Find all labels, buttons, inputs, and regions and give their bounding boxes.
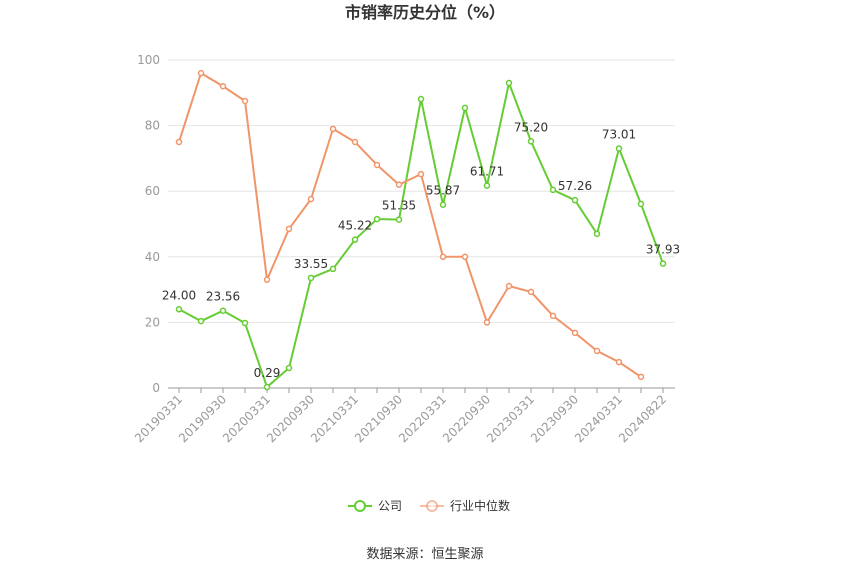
data-label: 37.93 bbox=[646, 243, 680, 257]
point bbox=[417, 95, 425, 103]
point bbox=[241, 319, 249, 327]
data-label: 75.20 bbox=[514, 120, 548, 134]
point bbox=[197, 317, 205, 325]
point bbox=[527, 138, 535, 145]
point bbox=[659, 260, 667, 267]
point bbox=[505, 79, 513, 87]
legend-marker bbox=[426, 500, 439, 512]
legend-item[interactable]: 公司 bbox=[348, 499, 402, 513]
data-label: 33.55 bbox=[294, 257, 328, 271]
point bbox=[637, 373, 645, 381]
y-tick-label: 20 bbox=[145, 315, 160, 329]
point bbox=[593, 230, 601, 238]
data-label: 55.87 bbox=[426, 184, 460, 198]
point bbox=[571, 329, 579, 337]
y-tick-label: 0 bbox=[152, 381, 160, 395]
point bbox=[373, 161, 381, 169]
x-tick-label: 20240822 bbox=[616, 392, 669, 445]
point bbox=[483, 319, 491, 326]
y-tick-label: 40 bbox=[145, 250, 160, 264]
y-tick-label: 60 bbox=[145, 184, 160, 198]
point bbox=[175, 138, 183, 146]
point bbox=[197, 69, 205, 77]
legend-item[interactable]: 行业中位数 bbox=[420, 498, 510, 513]
legend-label: 公司 bbox=[378, 499, 402, 513]
point bbox=[615, 358, 623, 366]
data-label: 73.01 bbox=[602, 128, 636, 142]
point bbox=[549, 186, 557, 194]
point bbox=[351, 138, 359, 146]
point bbox=[637, 200, 645, 208]
point bbox=[461, 253, 469, 261]
point bbox=[571, 196, 579, 204]
point bbox=[527, 288, 535, 296]
data-label: 61.71 bbox=[470, 165, 504, 179]
data-label: 0.29 bbox=[254, 366, 281, 380]
point bbox=[219, 307, 227, 314]
point bbox=[351, 236, 359, 243]
point bbox=[329, 265, 337, 273]
point bbox=[373, 215, 381, 223]
point bbox=[395, 216, 403, 223]
point bbox=[241, 97, 249, 105]
point bbox=[175, 306, 183, 313]
data-label: 45.22 bbox=[338, 219, 372, 233]
point bbox=[593, 347, 601, 355]
data-label: 57.26 bbox=[558, 179, 592, 193]
point bbox=[263, 383, 271, 391]
data-label: 23.56 bbox=[206, 290, 240, 304]
point bbox=[549, 312, 557, 320]
point bbox=[395, 181, 403, 188]
legend-label: 行业中位数 bbox=[450, 498, 510, 513]
point bbox=[505, 282, 513, 290]
chart-title: 市销率历史分位（%） bbox=[345, 3, 505, 22]
y-tick-label: 80 bbox=[145, 119, 160, 133]
source: 数据来源：恒生聚源 bbox=[366, 547, 483, 562]
point bbox=[417, 170, 425, 178]
point bbox=[263, 276, 271, 284]
point bbox=[439, 201, 447, 208]
point bbox=[439, 253, 447, 261]
point bbox=[219, 82, 227, 90]
point bbox=[329, 125, 337, 133]
data-label: 24.00 bbox=[162, 288, 196, 302]
data-label: 51.35 bbox=[382, 199, 416, 213]
point bbox=[307, 195, 315, 203]
point bbox=[307, 274, 315, 282]
series-line bbox=[178, 79, 664, 389]
legend-marker bbox=[354, 500, 366, 512]
point bbox=[285, 225, 293, 233]
series-line bbox=[178, 71, 642, 378]
y-tick-label: 100 bbox=[137, 53, 160, 67]
point bbox=[461, 104, 469, 112]
point bbox=[483, 182, 491, 189]
point bbox=[615, 145, 623, 152]
point bbox=[285, 364, 293, 372]
